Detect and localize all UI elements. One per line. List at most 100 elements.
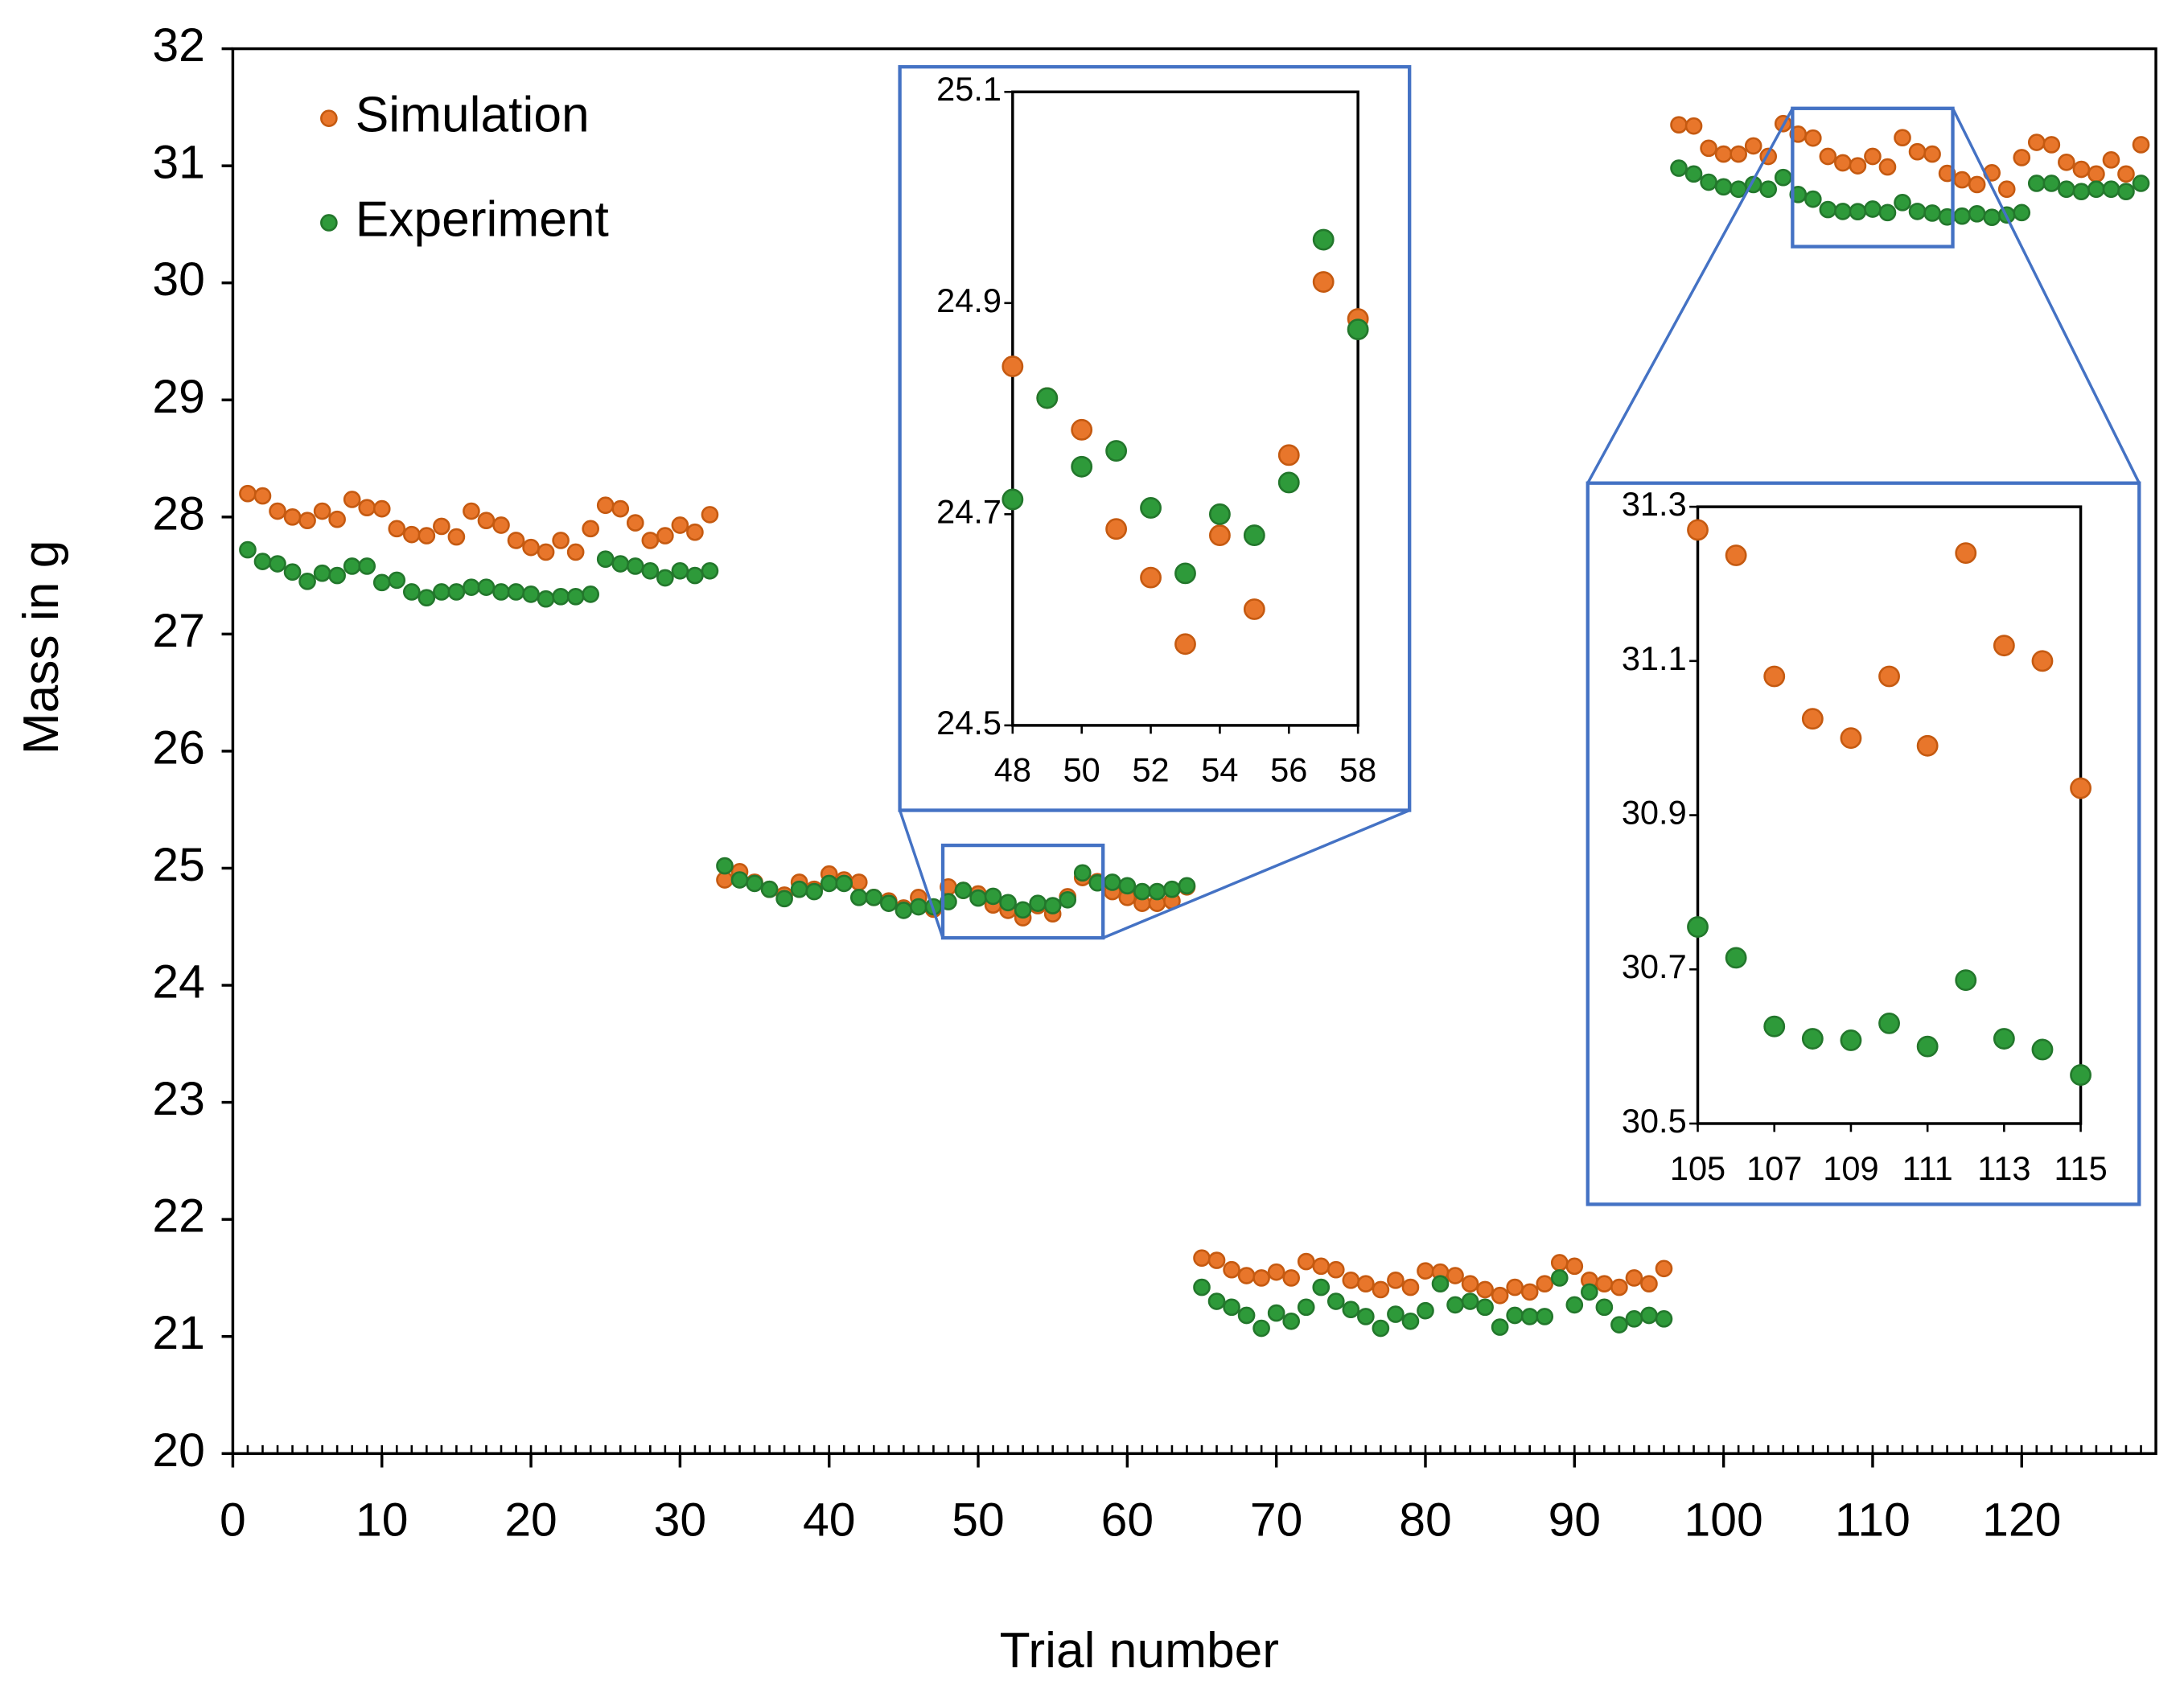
point [492, 516, 510, 534]
x-tick-label: 120 [1982, 1494, 2061, 1546]
point [1105, 518, 1128, 540]
point [1670, 116, 1688, 134]
point [1983, 208, 2001, 227]
point [775, 890, 793, 908]
point [1105, 440, 1128, 462]
point [716, 857, 734, 875]
point [2031, 650, 2054, 672]
point [1140, 566, 1162, 589]
point [1059, 890, 1077, 909]
point [1610, 1278, 1628, 1296]
point [388, 571, 406, 590]
inset-x-tick-label: 109 [1823, 1149, 1878, 1187]
point [1700, 173, 1717, 191]
point [1774, 168, 1792, 187]
point [1193, 1249, 1211, 1267]
legend-marker [320, 214, 338, 232]
point [820, 874, 838, 893]
point [537, 590, 555, 608]
point [1581, 1283, 1598, 1301]
point [1923, 145, 1941, 163]
point [2070, 1064, 2091, 1087]
x-tick-label: 0 [220, 1494, 246, 1546]
point [433, 583, 450, 601]
point [1763, 1015, 1786, 1038]
point [1326, 1260, 1345, 1279]
inset-frame [1586, 481, 2141, 1206]
point [1834, 154, 1852, 172]
point [730, 871, 749, 889]
point [984, 887, 1002, 906]
legend-marker [320, 109, 338, 127]
inset-y-tick-label: 24.9 [936, 281, 1002, 319]
point [1700, 139, 1717, 158]
point [1461, 1292, 1479, 1310]
point [1763, 665, 1786, 688]
point [2013, 149, 2031, 166]
point [1491, 1286, 1509, 1305]
x-tick-label: 30 [654, 1494, 706, 1546]
point [835, 874, 853, 893]
y-axis-title: Mass in g [14, 540, 69, 755]
inset-x-tick-label: 52 [1132, 751, 1169, 789]
point [1476, 1280, 1494, 1299]
point [298, 512, 316, 529]
point [1133, 882, 1151, 901]
point [2027, 134, 2046, 151]
point [2132, 175, 2150, 192]
point [2058, 153, 2075, 171]
point [1476, 1298, 1494, 1317]
x-tick-label: 70 [1250, 1494, 1302, 1546]
point [1714, 178, 1733, 196]
point [1550, 1254, 1569, 1272]
point [701, 561, 719, 580]
point [1431, 1275, 1450, 1293]
point [1347, 318, 1369, 341]
point [686, 566, 704, 585]
point [1834, 203, 1852, 220]
point [492, 583, 510, 601]
point [701, 506, 719, 524]
inset-y-tick-label: 30.5 [1622, 1102, 1687, 1140]
inset-y-tick-label: 24.7 [936, 492, 1002, 530]
inset-plot-frame [1011, 90, 1359, 727]
point [239, 540, 257, 559]
point [2042, 175, 2061, 192]
point [1955, 542, 1977, 565]
point [2031, 1038, 2054, 1061]
inset-x-tick-label: 50 [1063, 751, 1100, 789]
point [1536, 1308, 1554, 1325]
point [1864, 147, 1882, 166]
point [1993, 635, 2015, 657]
point [1953, 171, 1971, 189]
point [746, 874, 763, 893]
point [1938, 164, 1956, 183]
point [790, 880, 808, 898]
point [1878, 203, 1897, 222]
point [1312, 228, 1335, 251]
point [2087, 165, 2105, 183]
point [1103, 873, 1121, 891]
point [1730, 145, 1747, 163]
point [402, 583, 421, 601]
point [1312, 1257, 1331, 1276]
point [1819, 147, 1837, 166]
point [1684, 165, 1703, 183]
point [283, 507, 302, 526]
inset-x-tick-label: 115 [2054, 1149, 2107, 1187]
point [2070, 777, 2091, 799]
point [239, 484, 257, 503]
point [2102, 151, 2120, 169]
point [2102, 180, 2120, 199]
point [298, 573, 316, 590]
point [1207, 1292, 1226, 1310]
point [372, 499, 391, 518]
inset-x-tick-label: 113 [1977, 1149, 2030, 1187]
point [1565, 1296, 1584, 1314]
inset-frame [898, 64, 1412, 812]
point [1801, 1028, 1824, 1050]
point [2117, 165, 2135, 183]
point [1804, 190, 1822, 208]
inset-x-tick-label: 111 [1902, 1149, 1953, 1187]
point [1446, 1296, 1464, 1314]
